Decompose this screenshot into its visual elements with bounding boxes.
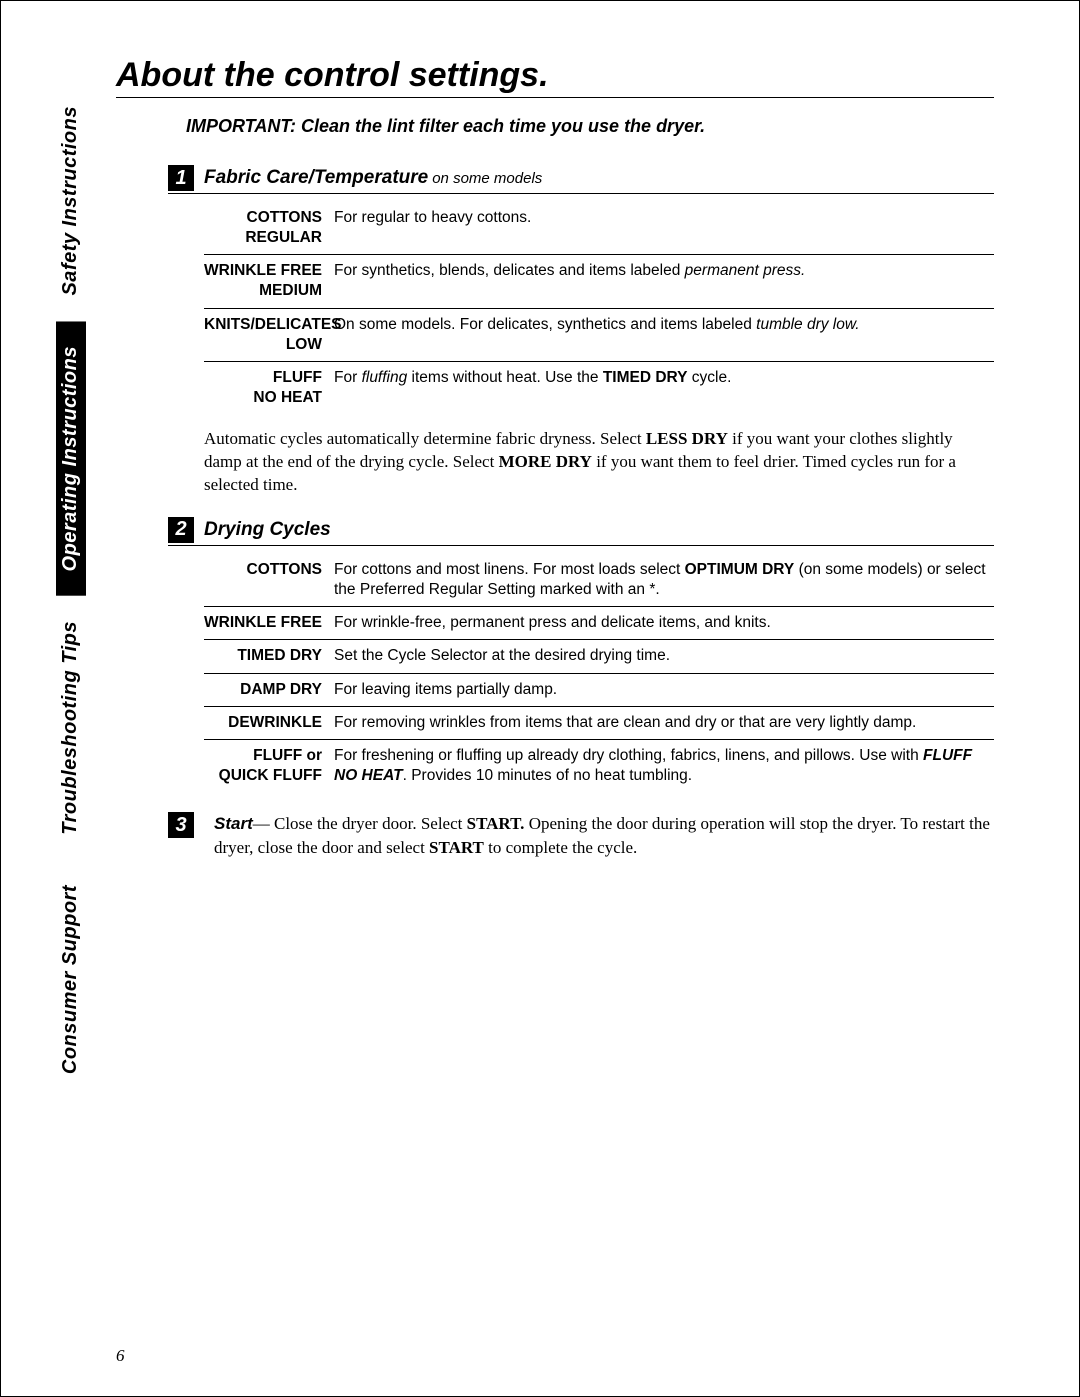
section-drying-cycles: 2 Drying Cycles COTTONSFor cottons and m… <box>186 517 994 792</box>
auto-cycle-paragraph: Automatic cycles automatically determine… <box>204 428 994 497</box>
row-label: DEWRINKLE <box>204 713 334 733</box>
page-title: About the control settings. <box>116 56 994 98</box>
row-desc: For removing wrinkles from items that ar… <box>334 713 994 733</box>
drying-cycle-rows: COTTONSFor cottons and most linens. For … <box>204 554 994 792</box>
content-area: About the control settings. IMPORTANT: C… <box>116 56 994 860</box>
row-label: DAMP DRY <box>204 680 334 700</box>
row-desc: For leaving items partially damp. <box>334 680 994 700</box>
row-desc: For regular to heavy cottons. <box>334 208 994 248</box>
row-label: COTTONS <box>204 560 334 600</box>
table-row: TIMED DRYSet the Cycle Selector at the d… <box>204 640 994 673</box>
row-desc: On some models. For delicates, synthetic… <box>334 315 994 355</box>
table-row: COTTONSFor cottons and most linens. For … <box>204 554 994 607</box>
section-header-2: 2 Drying Cycles <box>168 517 994 546</box>
section-start: 3 Start— Close the dryer door. Select ST… <box>168 812 994 860</box>
row-label: WRINKLE FREE <box>204 613 334 633</box>
table-row: FLUFFNO HEATFor fluffing items without h… <box>204 362 994 414</box>
table-row: COTTONSREGULARFor regular to heavy cotto… <box>204 202 994 255</box>
section-number-2: 2 <box>168 517 194 543</box>
fabric-care-rows: COTTONSREGULARFor regular to heavy cotto… <box>204 202 994 414</box>
section-header-1: 1 Fabric Care/Temperature on some models <box>168 165 994 194</box>
start-body: — Close the dryer door. Select START. Op… <box>214 814 990 857</box>
page-number: 6 <box>116 1346 125 1366</box>
section-number-3: 3 <box>168 812 194 838</box>
table-row: WRINKLE FREEFor wrinkle-free, permanent … <box>204 607 994 640</box>
start-lead: Start <box>214 814 253 833</box>
section-title-2: Drying Cycles <box>204 519 331 541</box>
table-row: DEWRINKLEFor removing wrinkles from item… <box>204 707 994 740</box>
section-title-1: Fabric Care/Temperature <box>204 167 428 189</box>
table-row: DAMP DRYFor leaving items partially damp… <box>204 674 994 707</box>
sidebar-tabs: Safety Instructions Operating Instructio… <box>56 81 86 1181</box>
section-number-1: 1 <box>168 165 194 191</box>
important-notice: IMPORTANT: Clean the lint filter each ti… <box>186 116 994 137</box>
section-fabric-care: 1 Fabric Care/Temperature on some models… <box>186 165 994 497</box>
start-text: Start— Close the dryer door. Select STAR… <box>214 812 994 860</box>
row-label: WRINKLE FREEMEDIUM <box>204 261 334 301</box>
tab-safety[interactable]: Safety Instructions <box>56 81 86 321</box>
section-note-1: on some models <box>432 170 542 187</box>
row-label: KNITS/DELICATESLOW <box>204 315 334 355</box>
row-label: COTTONSREGULAR <box>204 208 334 248</box>
row-desc: For freshening or fluffing up already dr… <box>334 746 994 786</box>
row-desc: For synthetics, blends, delicates and it… <box>334 261 994 301</box>
row-label: FLUFF or QUICK FLUFF <box>204 746 334 786</box>
row-desc: Set the Cycle Selector at the desired dr… <box>334 646 994 666</box>
table-row: KNITS/DELICATESLOWOn some models. For de… <box>204 309 994 362</box>
row-desc: For wrinkle-free, permanent press and de… <box>334 613 994 633</box>
page: Safety Instructions Operating Instructio… <box>0 0 1080 1397</box>
table-row: FLUFF or QUICK FLUFFFor freshening or fl… <box>204 740 994 792</box>
row-label: TIMED DRY <box>204 646 334 666</box>
tab-consumer-support[interactable]: Consumer Support <box>56 860 86 1099</box>
row-desc: For fluffing items without heat. Use the… <box>334 368 994 408</box>
row-desc: For cottons and most linens. For most lo… <box>334 560 994 600</box>
tab-operating[interactable]: Operating Instructions <box>56 321 86 596</box>
row-label: FLUFFNO HEAT <box>204 368 334 408</box>
table-row: WRINKLE FREEMEDIUMFor synthetics, blends… <box>204 255 994 308</box>
tab-troubleshooting[interactable]: Troubleshooting Tips <box>56 596 86 860</box>
